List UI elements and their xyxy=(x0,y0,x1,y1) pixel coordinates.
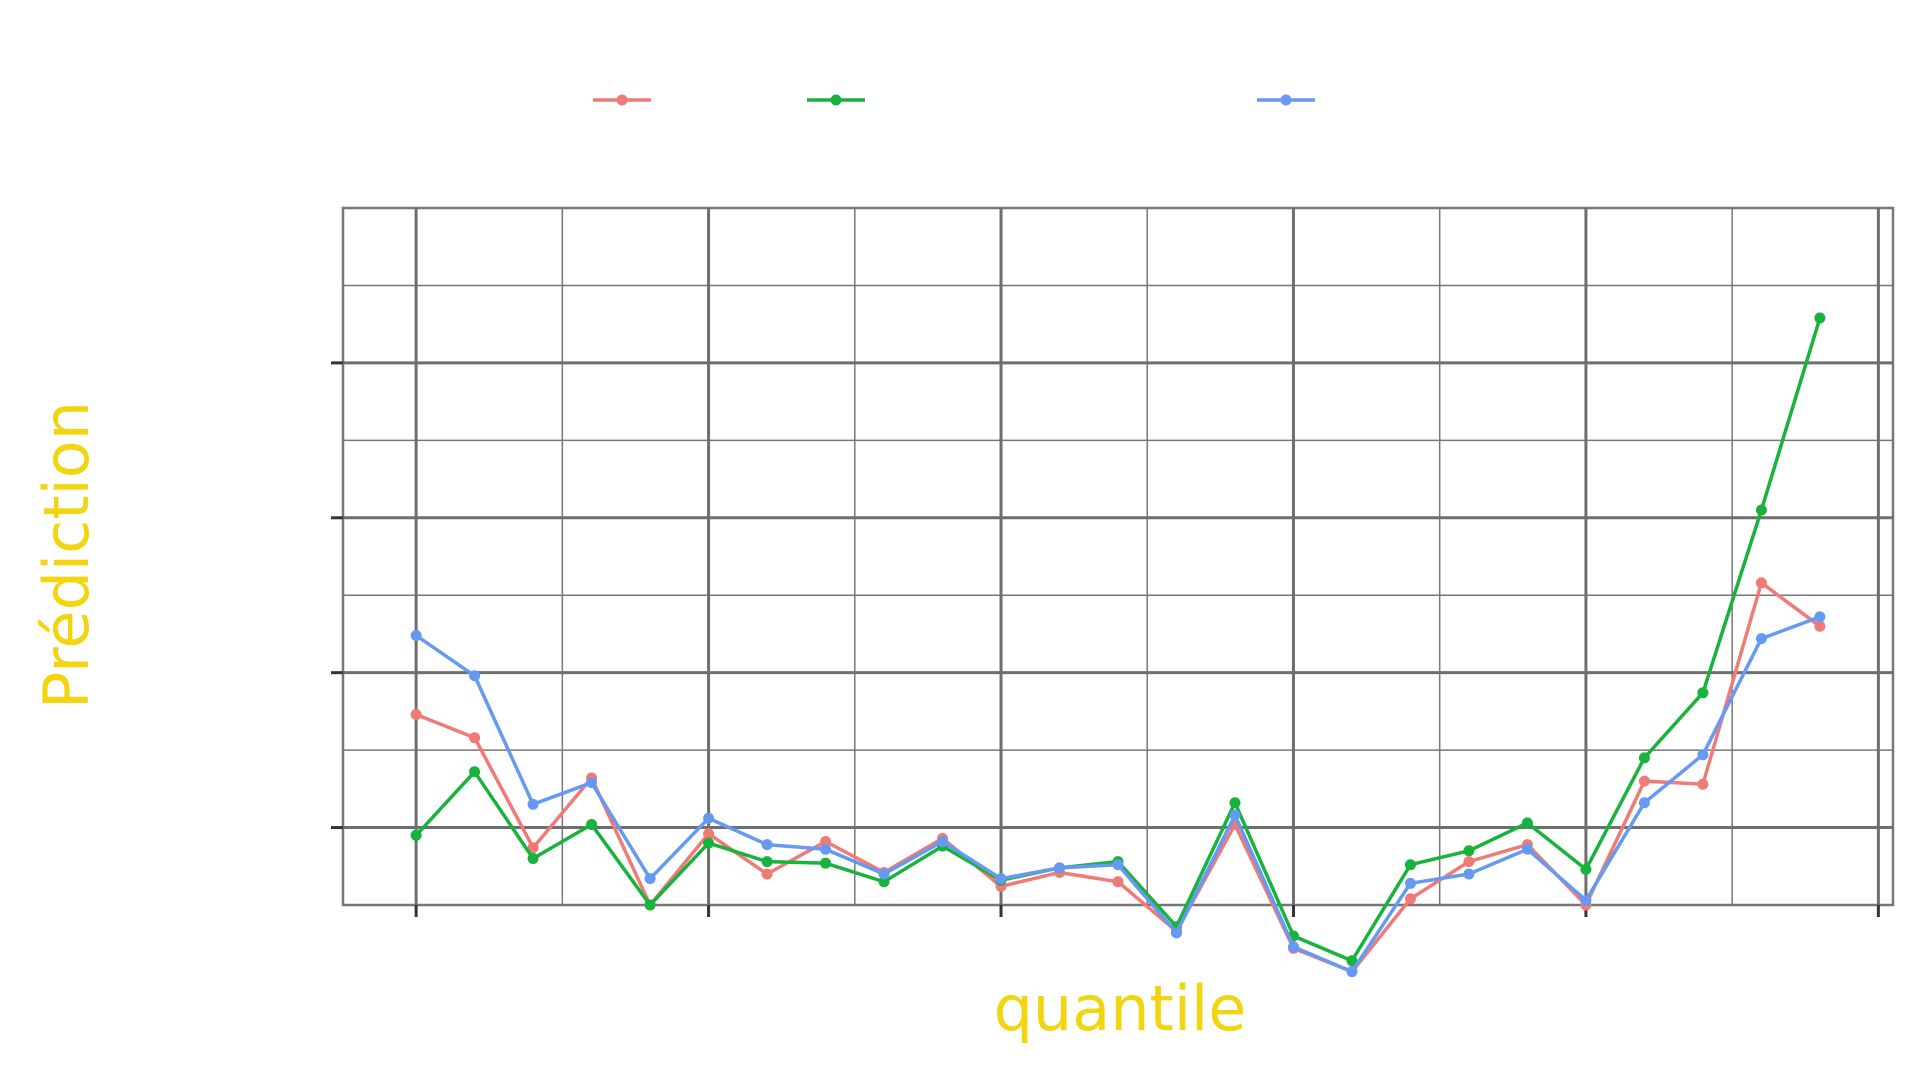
y-tick-label: 3 xyxy=(303,502,321,535)
y-axis-title: Prédiction xyxy=(30,401,103,709)
legend-key-dot xyxy=(616,94,628,106)
data-point xyxy=(1697,778,1709,790)
data-point xyxy=(820,835,832,847)
data-point xyxy=(469,732,481,744)
x-tick-label: 0 xyxy=(407,927,425,960)
data-point xyxy=(1112,859,1124,871)
data-point xyxy=(1580,863,1592,875)
data-point xyxy=(1521,817,1533,829)
data-point xyxy=(878,876,890,888)
data-point xyxy=(1170,927,1182,939)
legend-key-dot xyxy=(1280,94,1292,106)
data-point xyxy=(1814,620,1826,632)
data-point xyxy=(1814,611,1826,623)
data-point xyxy=(586,777,598,789)
data-point xyxy=(703,837,715,849)
data-point xyxy=(527,842,539,854)
data-point xyxy=(995,873,1007,885)
data-point xyxy=(1404,859,1416,871)
data-point xyxy=(1521,843,1533,855)
data-point xyxy=(1638,775,1650,787)
data-point xyxy=(1755,504,1767,516)
data-point xyxy=(1229,797,1241,809)
grid xyxy=(341,206,1895,907)
data-point xyxy=(1404,893,1416,905)
x-tick-label: 0.2 xyxy=(979,927,1024,960)
series-layer xyxy=(410,312,1826,978)
data-point xyxy=(527,798,539,810)
data-point xyxy=(937,835,949,847)
data-point xyxy=(1814,312,1826,324)
x-tick-label: 0.1 xyxy=(686,927,731,960)
data-point xyxy=(1638,797,1650,809)
data-point xyxy=(703,812,715,824)
data-point xyxy=(1697,687,1709,699)
panel-border xyxy=(341,206,1895,907)
data-point xyxy=(410,708,422,720)
data-point xyxy=(644,899,656,911)
data-point xyxy=(1112,876,1124,888)
data-point xyxy=(1229,809,1241,821)
data-point xyxy=(1580,894,1592,906)
data-point xyxy=(1755,577,1767,589)
x-axis-title: quantile xyxy=(994,972,1247,1045)
data-point xyxy=(410,629,422,641)
x-tick-label: 0.5 xyxy=(1856,927,1901,960)
data-point xyxy=(1054,862,1066,874)
data-point xyxy=(1697,749,1709,761)
data-point xyxy=(1463,845,1475,857)
data-point xyxy=(761,839,773,851)
y-tick-label: 4 xyxy=(303,347,321,380)
legend-key-dot xyxy=(830,94,842,106)
legend xyxy=(593,94,1315,106)
series-line-3 xyxy=(415,615,1821,974)
data-point xyxy=(410,829,422,841)
y-tick-label: 2 xyxy=(303,657,321,690)
data-point xyxy=(469,670,481,682)
data-point xyxy=(1463,856,1475,868)
data-point xyxy=(586,818,598,830)
data-point xyxy=(820,843,832,855)
data-point xyxy=(1638,752,1650,764)
data-point xyxy=(761,868,773,880)
data-point xyxy=(1287,941,1299,953)
data-point xyxy=(1346,955,1358,967)
x-tick-label: 0.4 xyxy=(1564,927,1609,960)
y-tick-label: 1 xyxy=(303,812,321,845)
series-line-1 xyxy=(415,581,1821,974)
data-point xyxy=(469,766,481,778)
data-point xyxy=(820,857,832,869)
data-point xyxy=(703,828,715,840)
data-point xyxy=(761,856,773,868)
data-point xyxy=(1755,633,1767,645)
data-point xyxy=(644,873,656,885)
data-point xyxy=(1463,868,1475,880)
data-point xyxy=(1404,877,1416,889)
data-point xyxy=(527,853,539,865)
data-point xyxy=(878,868,890,880)
data-point xyxy=(1346,966,1358,978)
